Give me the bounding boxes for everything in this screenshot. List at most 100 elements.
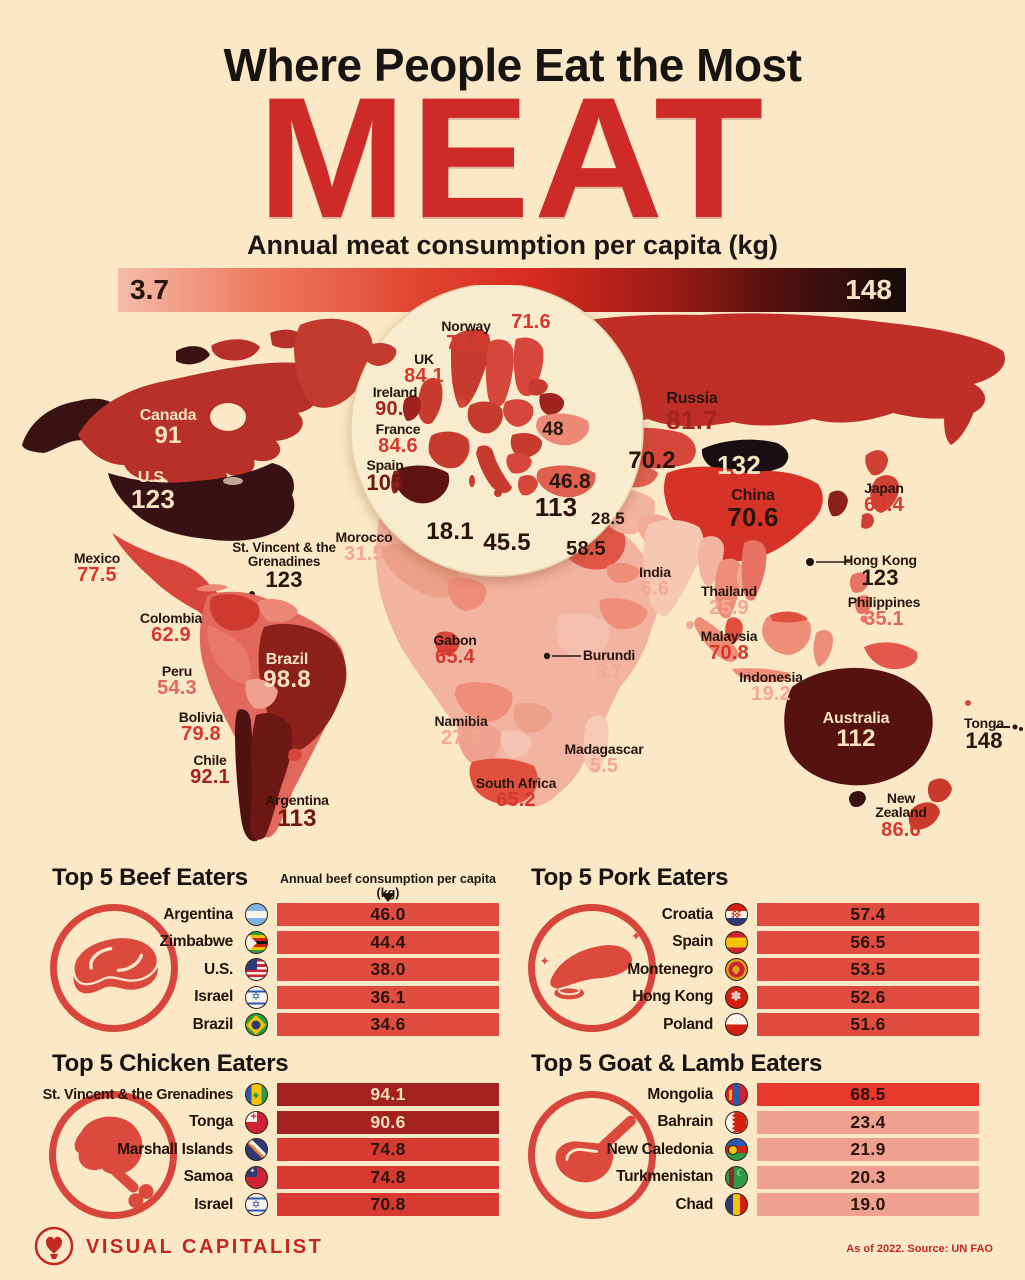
samoa-flag-icon: [244, 1165, 268, 1189]
country-label: Zimbabwe: [159, 933, 234, 950]
country-value: 148: [965, 728, 1003, 754]
country-label: Bahrain: [657, 1113, 713, 1130]
country-name: Colombia: [139, 610, 203, 626]
country-label: St. Vincent & the Grenadines: [42, 1086, 234, 1103]
hong-kong-flag-icon: [724, 985, 748, 1009]
country-value: 123: [131, 484, 175, 515]
country-name: France: [375, 421, 421, 437]
country-value: 31.5: [344, 543, 384, 566]
map-label-uk: UK 84.1: [404, 352, 444, 387]
beef-section-title: Top 5 Beef Eaters: [52, 864, 248, 891]
country-value: 77.5: [77, 564, 117, 587]
country-label: Spain: [672, 933, 713, 950]
map-label-bolivia: Bolivia 79.8: [179, 710, 224, 745]
pork-table: Croatia 57.4 Spain 56.5 Montenegro 53.5 Hon…: [510, 903, 980, 1041]
table-row: Spain 56.5: [510, 930, 980, 954]
map-label-spain: Spain 105: [366, 458, 403, 495]
value-bar: 36.1: [277, 985, 499, 1009]
country-name: Indonesia: [739, 669, 803, 685]
country-value: 90.7: [375, 398, 415, 421]
marshall-islands-flag-icon: [244, 1138, 268, 1161]
country-name: UK: [414, 351, 434, 367]
brazil-flag-icon: [244, 1013, 268, 1036]
country-value: 70.8: [709, 642, 749, 665]
mongolia-flag-icon: [724, 1083, 748, 1106]
argentina-flag-icon: [244, 903, 268, 926]
country-name: Chile: [193, 752, 227, 768]
map-label-mexico: Mexico 77.5: [74, 551, 120, 586]
country-name: Gabon: [433, 632, 477, 648]
country-value: 60.4: [864, 494, 904, 517]
scale-min-value: 3.7: [130, 274, 169, 305]
arrow-down-icon: [381, 893, 395, 902]
chicken-table: St. Vincent & the Grenadines 94.1 Tonga 90…: [30, 1083, 500, 1221]
table-row: Mongolia 68.5: [510, 1083, 980, 1106]
map-label-45-5: 45.5: [483, 529, 531, 556]
country-label: Tonga: [189, 1113, 233, 1130]
beef-table: Argentina 46.0 Zimbabwe 44.4 U.S. 38.0 Isra…: [30, 903, 500, 1041]
goat-section-title: Top 5 Goat & Lamb Eaters: [531, 1050, 823, 1077]
country-name: St. Vincent & the Grenadines: [232, 540, 336, 569]
map-label-132: 132: [717, 452, 761, 479]
map-label-us: U.S. 123: [131, 469, 175, 515]
value-bar: 38.0: [277, 958, 499, 981]
map-label-18-1: 18.1: [426, 519, 474, 545]
brand-name: VISUAL CAPITALIST: [86, 1236, 324, 1258]
value-bar: 57.4: [757, 903, 979, 926]
table-row: Montenegro 53.5: [510, 958, 980, 981]
country-name: Namibia: [434, 713, 488, 729]
table-row: U.S. 38.0: [30, 958, 500, 981]
country-label: Mongolia: [647, 1085, 713, 1103]
country-value: 113: [277, 805, 317, 833]
value-bar: 94.1: [277, 1083, 499, 1106]
continent-asia: [531, 313, 1005, 644]
value-bar: 34.6: [277, 1013, 499, 1036]
table-row: Tonga 90.6: [30, 1110, 500, 1134]
value-bar: 74.8: [277, 1138, 499, 1161]
value-bar: 52.6: [757, 985, 979, 1009]
country-name: Hong Kong: [843, 552, 917, 568]
map-label-48: 48: [542, 420, 564, 440]
country-value: 79.8: [181, 723, 221, 746]
country-value: 58.5: [566, 538, 606, 560]
page-title-emphasis: MEAT: [257, 62, 768, 254]
country-label: Montenegro: [627, 960, 713, 978]
drumstick-icon: [49, 1091, 177, 1219]
bahrain-flag-icon: [724, 1110, 748, 1134]
page-title: Where People Eat the Most: [223, 39, 802, 91]
country-value: 25.9: [709, 597, 749, 620]
map-label-tonga: Tonga 148: [964, 716, 1004, 753]
country-value: 27.9: [441, 727, 481, 750]
country-name: Burundi: [582, 647, 636, 663]
value-bar: 20.3: [757, 1165, 979, 1189]
map-label-japan: Japan 60.4: [864, 481, 904, 516]
map-label-russia: Russia 81.7: [666, 390, 718, 434]
svg-text:✦: ✦: [540, 955, 551, 969]
svg-text:✦: ✦: [631, 930, 642, 944]
country-name: South Africa: [475, 775, 557, 791]
country-value: 3.7: [596, 661, 622, 682]
country-name: Malaysia: [700, 628, 758, 644]
table-row: Samoa 74.8: [30, 1165, 500, 1189]
country-value: 62.9: [151, 624, 191, 647]
country-value: 45.5: [483, 529, 531, 556]
country-value: 123: [861, 565, 899, 591]
map-label-burundi: Burundi 3.7: [583, 648, 635, 681]
lamb-chop-icon: [528, 1091, 656, 1219]
value-bar: 19.0: [757, 1193, 979, 1216]
table-row: Chad 19.0: [510, 1193, 980, 1216]
country-value: 5.5: [589, 755, 619, 778]
country-name: Peru: [161, 663, 193, 679]
turkmenistan-flag-icon: [724, 1165, 748, 1189]
country-value: 19.2: [751, 683, 791, 706]
chad-flag-icon: [724, 1193, 748, 1216]
country-label: New Caledonia: [606, 1140, 714, 1158]
map-label-france: France 84.6: [376, 422, 421, 457]
st-vincent-flag-icon: [244, 1083, 268, 1106]
map-label-namibia: Namibia 27.9: [434, 714, 487, 749]
country-value: 65.4: [435, 646, 475, 669]
country-value: 91: [154, 422, 182, 450]
source-note: As of 2022. Source: UN FAO: [846, 1243, 993, 1255]
map-label-south-africa: South Africa 65.2: [475, 775, 557, 811]
country-label: Marshall Islands: [117, 1140, 233, 1158]
